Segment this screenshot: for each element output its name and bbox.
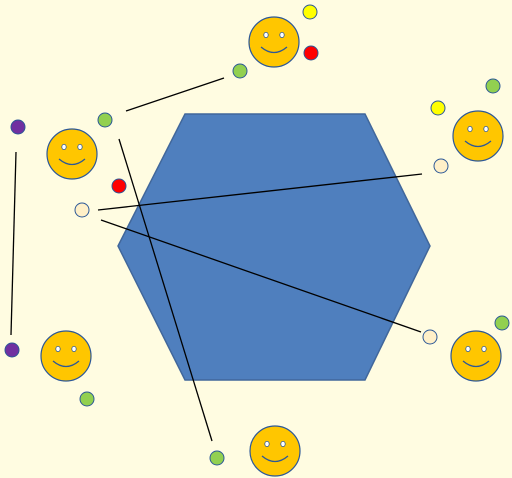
peg-yellow[interactable] xyxy=(302,4,318,20)
peg-green[interactable] xyxy=(485,78,501,94)
peg-cream[interactable] xyxy=(433,158,449,174)
smiley-face-bottom xyxy=(249,425,301,477)
peg-red[interactable] xyxy=(111,178,127,194)
peg-purple[interactable] xyxy=(4,342,20,358)
smiley-face-top xyxy=(248,16,300,68)
link-line xyxy=(125,77,225,112)
link-line xyxy=(10,151,17,336)
smiley-face-right xyxy=(452,110,504,162)
peg-green[interactable] xyxy=(494,315,510,331)
smiley-face-bottom-left xyxy=(40,330,92,382)
peg-green[interactable] xyxy=(97,112,113,128)
peg-cream[interactable] xyxy=(422,329,438,345)
hexagon-board xyxy=(117,113,431,381)
peg-red[interactable] xyxy=(303,45,319,61)
smiley-face-bottom-right xyxy=(450,330,502,382)
peg-green[interactable] xyxy=(79,391,95,407)
peg-yellow[interactable] xyxy=(430,100,446,116)
peg-green[interactable] xyxy=(209,450,225,466)
link-line xyxy=(97,173,423,211)
peg-cream[interactable] xyxy=(74,202,90,218)
peg-green[interactable] xyxy=(232,63,248,79)
link-line xyxy=(118,138,213,442)
peg-purple[interactable] xyxy=(10,119,26,135)
smiley-face-left xyxy=(46,128,98,180)
link-line xyxy=(100,219,422,333)
